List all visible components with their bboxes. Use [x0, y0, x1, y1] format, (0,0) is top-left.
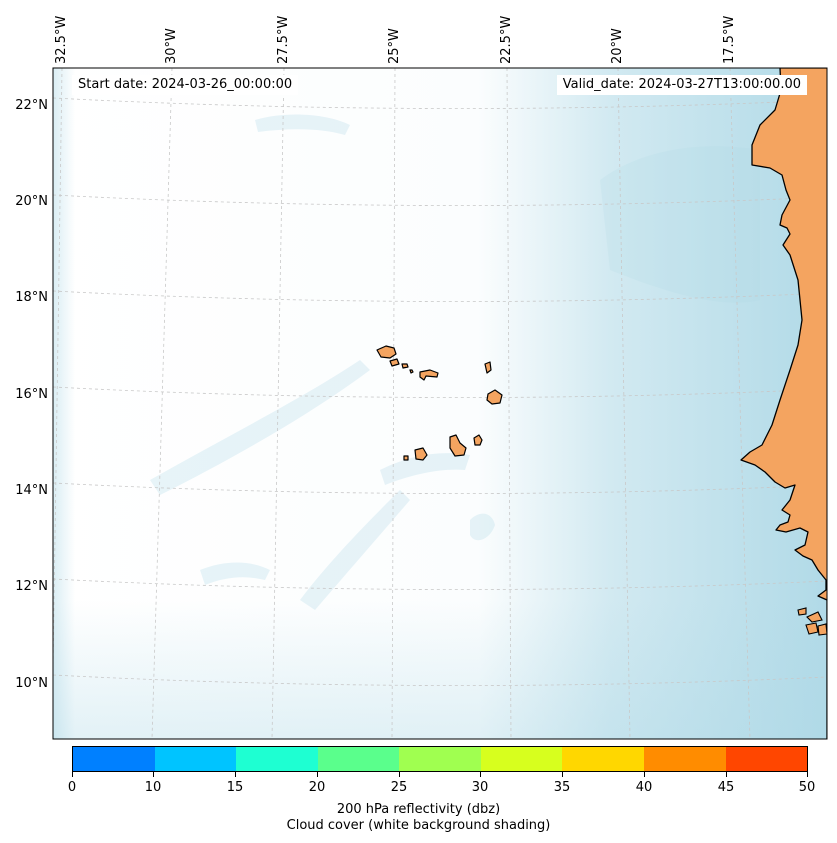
cloud-shading-south — [53, 600, 827, 739]
map-frame — [52, 67, 828, 740]
graticule — [53, 68, 827, 739]
colorbar-tick-label: 15 — [226, 780, 244, 795]
lon-label: 30°W — [164, 28, 179, 64]
colorbar-tick — [72, 772, 73, 777]
cloud-shading-west-edge — [53, 68, 75, 739]
colorbar-tick-label: 20 — [308, 780, 326, 795]
colorbar-tick — [235, 772, 236, 777]
valid-date-label: Valid_date: 2024-03-27T13:00:00.00 — [556, 75, 807, 95]
lat-label: 22°N — [15, 98, 48, 113]
colorbar-tick — [644, 772, 645, 777]
colorbar-tick-label: 10 — [144, 780, 162, 795]
colorbar-tick — [317, 772, 318, 777]
colorbar-tick — [562, 772, 563, 777]
lat-label: 10°N — [15, 676, 48, 691]
lon-label: 22.5°W — [499, 15, 514, 64]
lat-label: 20°N — [15, 194, 48, 209]
colorbar-tick — [399, 772, 400, 777]
africa-coast — [740, 68, 827, 739]
colorbar-segment — [154, 747, 237, 771]
colorbar-tick-label: 35 — [553, 780, 571, 795]
lat-label: 12°N — [15, 579, 48, 594]
lat-label: 14°N — [15, 483, 48, 498]
colorbar-tick — [726, 772, 727, 777]
colorbar-tick-label: 40 — [635, 780, 653, 795]
bissagos-islands — [797, 607, 827, 636]
colorbar-title: 200 hPa reflectivity (dbz) — [336, 802, 501, 817]
colorbar-segment — [73, 747, 155, 771]
lon-label: 17.5°W — [722, 15, 737, 64]
colorbar-segment — [643, 747, 726, 771]
colorbar-segment — [725, 747, 808, 771]
lon-label: 27.5°W — [276, 15, 291, 64]
colorbar — [72, 746, 808, 772]
colorbar-segment — [236, 747, 318, 771]
start-date-label: Start date: 2024-03-26_00:00:00 — [72, 75, 299, 95]
lon-label: 20°W — [610, 28, 625, 64]
colorbar-tick-label: 0 — [67, 780, 77, 795]
colorbar-tick-label: 25 — [390, 780, 408, 795]
cloud-streaks — [150, 114, 760, 610]
colorbar-segment — [317, 747, 400, 771]
lon-label: 25°W — [387, 28, 402, 64]
colorbar-tick-label: 45 — [717, 780, 735, 795]
cape-verde-islands — [376, 345, 503, 461]
lat-label: 16°N — [15, 387, 48, 402]
colorbar-segment — [562, 747, 644, 771]
lat-label: 18°N — [15, 290, 48, 305]
colorbar-tick — [807, 772, 808, 777]
colorbar-subtitle: Cloud cover (white background shading) — [286, 818, 551, 833]
colorbar-tick-label: 50 — [798, 780, 816, 795]
colorbar-tick — [480, 772, 481, 777]
lon-label: 32.5°W — [54, 15, 69, 64]
colorbar-tick-label: 30 — [471, 780, 489, 795]
colorbar-segment — [399, 747, 481, 771]
colorbar-tick — [153, 772, 154, 777]
colorbar-segment — [480, 747, 563, 771]
